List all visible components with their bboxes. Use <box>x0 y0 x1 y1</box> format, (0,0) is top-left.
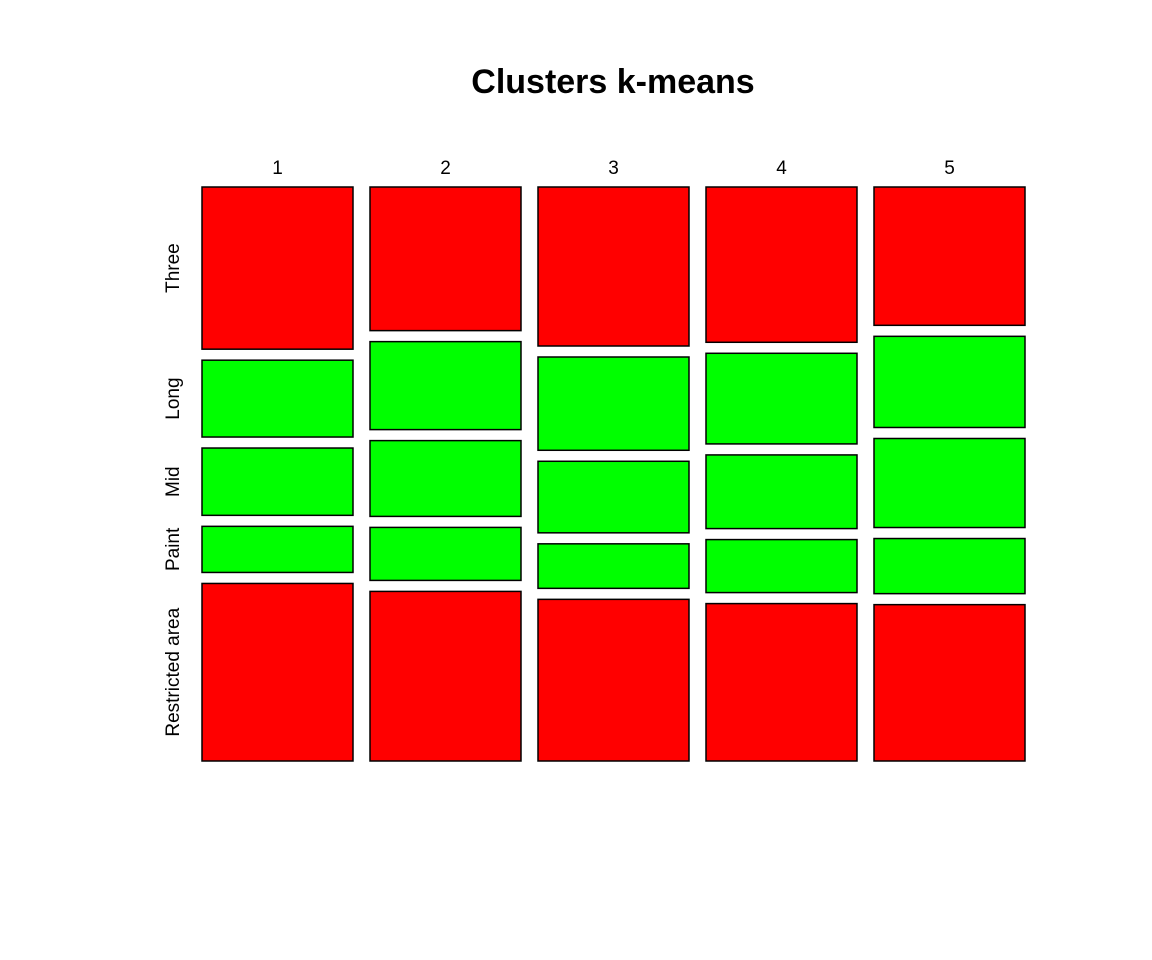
tile-2-long <box>369 340 522 431</box>
tile-4-restricted-area <box>705 602 858 762</box>
tile-4-long <box>705 352 858 445</box>
tile-4-mid <box>705 454 858 530</box>
row-label-paint: Paint <box>163 527 184 571</box>
tile-1-three <box>201 186 354 350</box>
column-labels: 1 2 3 4 5 <box>272 158 955 179</box>
tile-2-mid <box>369 439 522 518</box>
tile-3-three <box>537 186 690 347</box>
tile-5-long <box>873 335 1026 429</box>
row-label-mid: Mid <box>163 466 184 497</box>
column-label-5: 5 <box>944 158 955 179</box>
row-label-long: Long <box>163 377 184 419</box>
tile-2-three <box>369 186 522 332</box>
tile-1-restricted-area <box>201 582 354 762</box>
tile-5-paint <box>873 537 1026 595</box>
tile-5-mid <box>873 437 1026 529</box>
column-label-1: 1 <box>272 158 283 179</box>
row-labels: Three Long Mid Paint Restricted area <box>163 243 184 736</box>
tile-5-three <box>873 186 1026 327</box>
row-label-three: Three <box>163 243 184 293</box>
tile-3-paint <box>537 543 690 590</box>
tile-5-restricted-area <box>873 603 1026 762</box>
tile-1-mid <box>201 447 354 517</box>
mosaic-tiles <box>201 186 1026 762</box>
chart-title: Clusters k-means <box>471 63 754 101</box>
tile-3-mid <box>537 460 690 534</box>
tile-2-restricted-area <box>369 590 522 762</box>
tile-1-paint <box>201 525 354 574</box>
tile-2-paint <box>369 526 522 582</box>
tile-4-paint <box>705 538 858 594</box>
tile-4-three <box>705 186 858 344</box>
column-label-2: 2 <box>440 158 451 179</box>
tile-1-long <box>201 359 354 438</box>
column-label-3: 3 <box>608 158 619 179</box>
row-label-restricted-area: Restricted area <box>163 607 184 736</box>
tile-3-restricted-area <box>537 598 690 762</box>
column-label-4: 4 <box>776 158 787 179</box>
tile-3-long <box>537 356 690 452</box>
